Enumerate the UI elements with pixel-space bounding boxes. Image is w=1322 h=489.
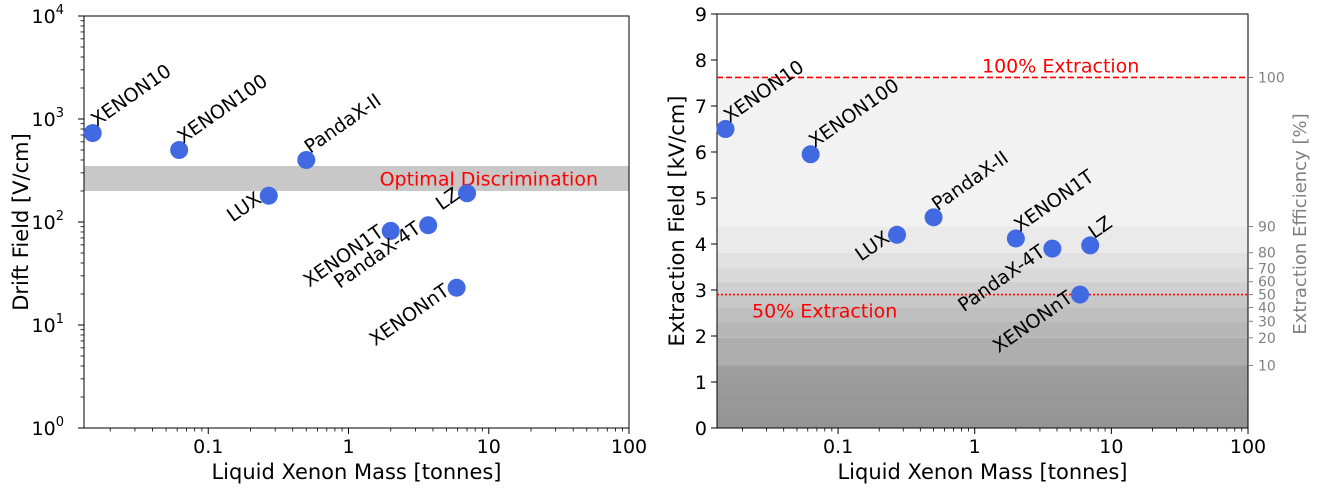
point-label: XENONnT (365, 280, 453, 351)
point-lz (1081, 236, 1100, 255)
line-100-label: 100% Extraction (982, 55, 1139, 77)
y-tick-label: 3 (695, 280, 707, 302)
y-tick-label: 8 (695, 50, 707, 72)
point-label: PandaX-II (301, 90, 386, 159)
point-pandax-ii (297, 150, 316, 169)
optimal-band-label: Optimal Discrimination (380, 168, 598, 190)
x-tick-label: 10 (1099, 436, 1123, 458)
efficiency-band (717, 281, 1248, 295)
plot-frame (716, 13, 1249, 429)
x-axis-label: Liquid Xenon Mass [tonnes] (211, 460, 501, 484)
efficiency-band (717, 226, 1248, 253)
x-tick-label: 100 (1230, 436, 1266, 458)
efficiency-tick-label: 50 (1258, 288, 1276, 304)
y-tick-label: 100 (32, 415, 64, 440)
efficiency-band (717, 77, 1248, 227)
efficiency-tick-label: 60 (1258, 275, 1276, 291)
efficiency-band (717, 307, 1248, 322)
point-xenon1t (381, 221, 400, 240)
x-tick-label: 0.1 (193, 436, 223, 458)
point-xenon10 (716, 120, 735, 138)
efficiency-band (717, 294, 1248, 308)
line-50-label: 50% Extraction (752, 301, 897, 323)
point-lz (458, 184, 477, 203)
y-tick-label: 102 (32, 209, 64, 234)
y-axis-label: Extraction Field [kV/cm] (665, 95, 689, 346)
point-lux (259, 186, 278, 205)
efficiency-band (717, 386, 1248, 398)
point-xenon100 (801, 145, 820, 164)
efficiency-band (717, 407, 1248, 419)
efficiency-tick-label: 30 (1258, 314, 1276, 330)
efficiency-band (717, 268, 1248, 282)
efficiency-tick-label: 90 (1258, 220, 1276, 236)
point-pandax-4t (419, 216, 438, 235)
point-xenonnt (447, 278, 466, 297)
point-xenon10 (83, 124, 102, 143)
point-pandax-ii (924, 208, 943, 227)
optimal-band (84, 165, 629, 191)
efficiency-tick-label: 20 (1258, 331, 1276, 347)
efficiency-tick-label: 100 (1258, 70, 1285, 86)
efficiency-tick-label: 40 (1258, 300, 1276, 316)
y2-axis-label: Extraction Efficiency [%] (1290, 113, 1311, 334)
point-xenon100 (170, 141, 189, 160)
x-tick-label: 100 (611, 436, 647, 458)
point-xenonnt (1071, 285, 1090, 304)
point-xenon1t (1006, 229, 1025, 248)
y-axis-label: Drift Field [V/cm] (9, 133, 33, 311)
point-label: XENON100 (173, 70, 271, 148)
x-tick-label: 1 (342, 436, 354, 458)
drift-field-chart: Optimal Discrimination 0.1 1 10 100 100 101 102… (9, 3, 647, 484)
x-tick-label: 1 (969, 436, 981, 458)
y-tick-label: 101 (32, 312, 64, 337)
point-pandax-4t (1043, 239, 1062, 258)
point-lux (888, 225, 907, 244)
x-axis-label: Liquid Xenon Mass [tonnes] (837, 460, 1127, 484)
point-label: LUX (223, 188, 266, 227)
efficiency-band (717, 337, 1248, 366)
efficiency-tick-label: 10 (1258, 358, 1276, 374)
y-tick-label: 5 (695, 188, 707, 210)
efficiency-tick-label: 80 (1258, 246, 1276, 262)
y-tick-label: 104 (32, 3, 64, 28)
y-tick-label: 4 (695, 234, 707, 256)
efficiency-tick-label: 70 (1258, 261, 1276, 277)
point-label: XENON10 (87, 60, 175, 131)
y-tick-label: 7 (695, 96, 707, 118)
y-tick-label: 1 (695, 372, 707, 394)
efficiency-band (717, 396, 1248, 408)
y-tick-label: 2 (695, 326, 707, 348)
efficiency-band (717, 417, 1248, 429)
x-tick-label: 10 (477, 436, 501, 458)
y-tick-label: 6 (695, 142, 707, 164)
y-tick-label: 0 (695, 418, 707, 440)
efficiency-band (717, 252, 1248, 269)
y-tick-label: 9 (695, 4, 707, 26)
x-tick-label: 0.1 (823, 436, 853, 458)
efficiency-band (717, 321, 1248, 338)
extraction-field-chart: 100% Extraction 50% Extraction 0.1 1 10 100 0 1… (665, 4, 1311, 484)
efficiency-band (717, 365, 1248, 377)
efficiency-band (717, 375, 1248, 387)
y-tick-label: 103 (32, 106, 64, 131)
